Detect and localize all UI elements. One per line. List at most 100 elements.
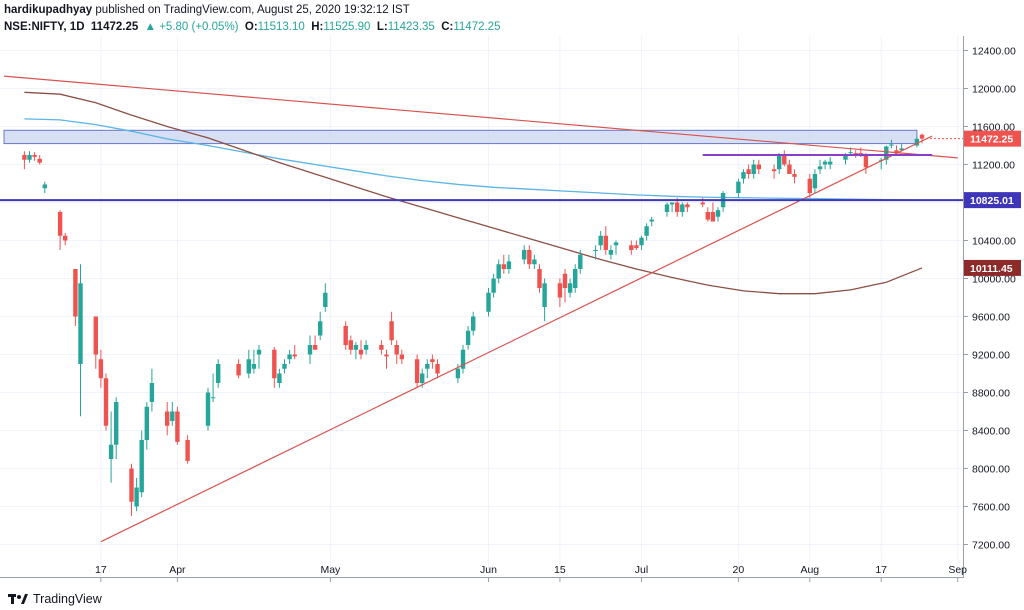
y-tick-label: 11600.00 [972,122,1015,134]
candle-body [318,321,323,336]
candle [399,349,404,364]
candle [256,345,262,369]
x-tick-label: Aug [800,564,819,576]
candle-body [236,364,241,376]
resistance-zone-layer [3,129,918,145]
time-axis: 17AprMayJun15Jul20Aug17Sep15 [95,564,1024,582]
candle-body [557,283,563,298]
candle-body [751,164,756,174]
candle-body [78,283,83,364]
candle-body [114,402,119,445]
candle [32,152,37,161]
y-tick-label: 10000.00 [972,274,1016,286]
close-value: 11472.25 [453,21,501,33]
candle-body [323,292,328,307]
candle-body [741,172,746,179]
candle [307,335,313,364]
candle [425,359,430,379]
candle-body [527,250,532,265]
candle-body [777,155,782,170]
moving-average-short-line [24,91,923,295]
candle [323,283,328,312]
candle-body [27,155,32,160]
change-value: ▲ +5.80 (+0.05%) [144,21,239,33]
candle-body [715,210,721,217]
candle [919,133,925,144]
candle [210,373,216,402]
y-tick-label: 10400.00 [972,236,1016,248]
candle [787,159,792,174]
close-label: C: [441,21,454,33]
candle-body [914,138,920,146]
candle-body [669,202,675,205]
chart-header: hardikupadhyay published on TradingView.… [4,2,1004,36]
candle-body [170,411,175,421]
y-tick-label: 8800.00 [972,388,1010,400]
candle-body [394,345,399,355]
candle [812,169,818,193]
candle [435,359,440,379]
candle-body [700,202,705,205]
candle [93,316,98,369]
candle-body [435,364,440,374]
candle [103,373,109,431]
y-tick-label: 9600.00 [972,312,1010,324]
candle-body [496,264,501,279]
candle [287,349,292,364]
candle-body [165,411,170,426]
candle [669,202,675,212]
candle [42,181,47,193]
x-tick-label: Jun [480,564,497,576]
candle-body [42,184,47,189]
candle [216,359,221,388]
candle [629,240,634,255]
candle [532,254,537,269]
candle [705,207,710,222]
price-axis: 12400.0012000.0011600.0011200.0010800.00… [963,46,1016,552]
last-price: 11472.25 [90,21,139,33]
candle [639,235,644,250]
candle [318,311,323,341]
candle-body [460,349,466,369]
candle [914,136,920,148]
candle [394,340,399,364]
candle [889,139,894,149]
candle-body [919,134,925,139]
support-tag-label: 10825.01 [970,195,1014,207]
candle-body [292,354,297,357]
candle-body [379,345,384,350]
candle [751,159,756,179]
candle-body [287,354,292,360]
candle-body [144,406,149,440]
candle-body [389,321,394,341]
open-value: 11513.10 [257,21,305,33]
candle-body [598,235,603,246]
candle [165,402,170,436]
y-tick-label: 8400.00 [972,426,1010,438]
author-name[interactable]: hardikupadhyay [4,4,93,16]
x-tick-label: 17 [95,564,107,576]
candle-body [425,364,430,369]
candle [557,278,563,307]
candle-body [272,349,277,379]
candle [542,278,547,322]
candle-body [562,273,568,288]
candle [649,216,654,227]
candle-body [884,146,889,160]
open-label: O: [244,21,258,33]
candle-body [853,153,858,155]
candle [710,202,716,222]
candle-body [108,444,114,459]
candle [129,463,134,516]
candle-body [22,155,27,160]
candle-body [644,226,649,236]
tradingview-brand[interactable]: TradingView [8,592,102,606]
candle-body [57,212,63,236]
candle [277,368,282,388]
candle-body [134,487,139,507]
moving-average-long-line [24,118,923,201]
price-tag [964,130,1021,147]
falling-trendline [3,75,958,159]
candle [384,349,389,369]
